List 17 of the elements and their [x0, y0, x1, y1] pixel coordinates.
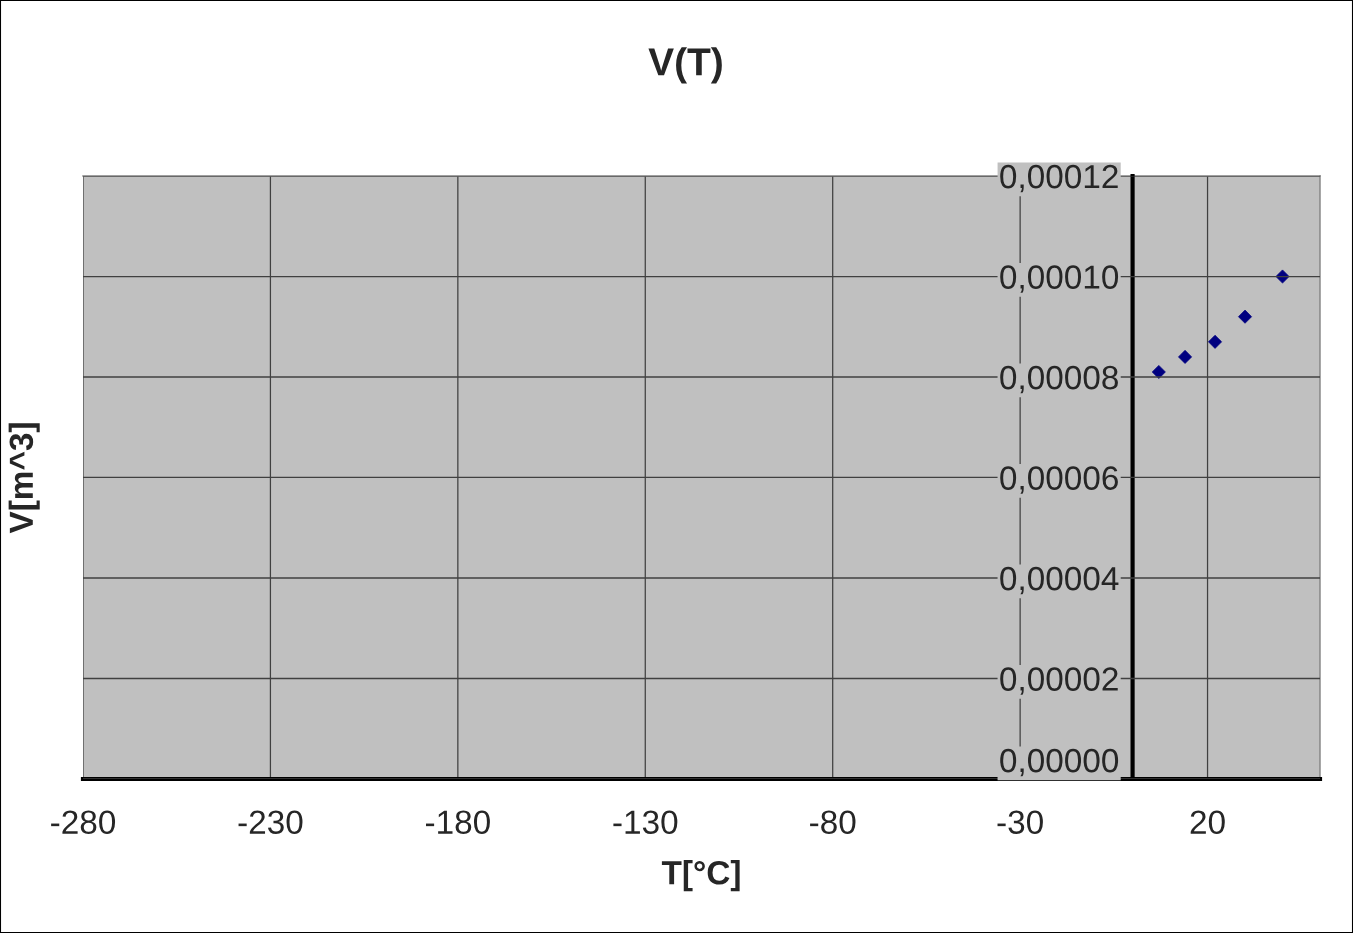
y-tick-label: 0,00004	[1000, 566, 1119, 595]
y-tick-label: 0,00006	[1000, 466, 1118, 494]
chart-title: V(T)	[648, 47, 722, 84]
y-tick-label: 0,00002	[1000, 667, 1118, 695]
x-tick-label: -230	[238, 810, 303, 835]
y-axis-title: V[m^3]	[8, 423, 40, 534]
y-tick-label: 0,00000	[1000, 748, 1119, 777]
x-tick-label: -80	[810, 810, 856, 835]
x-tick-label: -280	[51, 810, 116, 835]
x-tick-label: -180	[425, 810, 490, 835]
x-tick-label: -30	[997, 810, 1043, 835]
y-tick-label: 0,00012	[1000, 164, 1118, 193]
x-tick-label: 20	[1190, 810, 1225, 835]
x-tick-label: -130	[613, 810, 678, 835]
y-tick-label: 0,00010	[1000, 265, 1119, 293]
y-tick-label: 0,00008	[1000, 365, 1118, 394]
x-axis-title: T[°C]	[661, 860, 740, 892]
